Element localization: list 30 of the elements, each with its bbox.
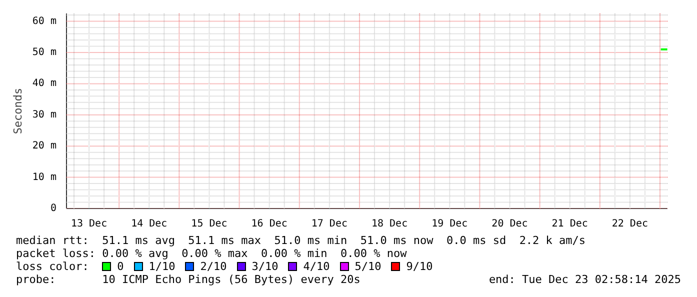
y-tick-label: 20 m bbox=[32, 140, 57, 152]
legend-label: 0 bbox=[117, 260, 124, 273]
text: packet loss: 0.00 % avg 0.00 % max 0.00 % min 0.00 % now bbox=[16, 247, 408, 260]
y-tick-label: 10 m bbox=[32, 172, 57, 183]
x-tick-label: 22 Dec bbox=[612, 218, 648, 230]
x-tick-label: 18 Dec bbox=[371, 218, 408, 230]
y-tick-label: 30 m bbox=[32, 109, 57, 120]
text: probe: 10 ICMP Echo Pings (56 Bytes) every 20s bbox=[16, 273, 360, 286]
legend-title: loss color: bbox=[16, 260, 89, 273]
x-tick-label: 17 Dec bbox=[311, 218, 348, 230]
y-tick-label: 50 m bbox=[32, 47, 57, 58]
x-tick-label: 13 Dec bbox=[70, 218, 108, 230]
x-tick-label: 15 Dec bbox=[191, 218, 228, 230]
x-tick-label: 19 Dec bbox=[432, 218, 468, 230]
y-tick-label: 60 m bbox=[32, 16, 57, 27]
y-tick-label: 0 bbox=[50, 203, 57, 214]
legend-label: 1/10 bbox=[148, 260, 176, 273]
x-tick-label: 20 Dec bbox=[492, 218, 528, 230]
x-tick-label: 14 Dec bbox=[131, 218, 168, 230]
text: end: Tue Dec 23 02:58:14 2025 bbox=[488, 273, 681, 286]
legend-label: 2/10 bbox=[200, 260, 227, 273]
legend-label: 3/10 bbox=[252, 260, 278, 273]
legend-label: 9/10 bbox=[406, 260, 433, 273]
x-tick-label: 21 Dec bbox=[552, 218, 588, 230]
legend-label: 4/10 bbox=[303, 260, 330, 273]
legend-label: 5/10 bbox=[354, 260, 382, 273]
y-tick-label: 40 m bbox=[32, 78, 57, 90]
text: median rtt: 51.1 ms avg 51.1 ms max 51.0 ms min 51.0 ms now 0.0 ms sd 2.2 k am/s bbox=[16, 234, 587, 247]
y-axis-title: Seconds bbox=[11, 88, 24, 134]
x-tick-label: 16 Dec bbox=[251, 218, 288, 230]
